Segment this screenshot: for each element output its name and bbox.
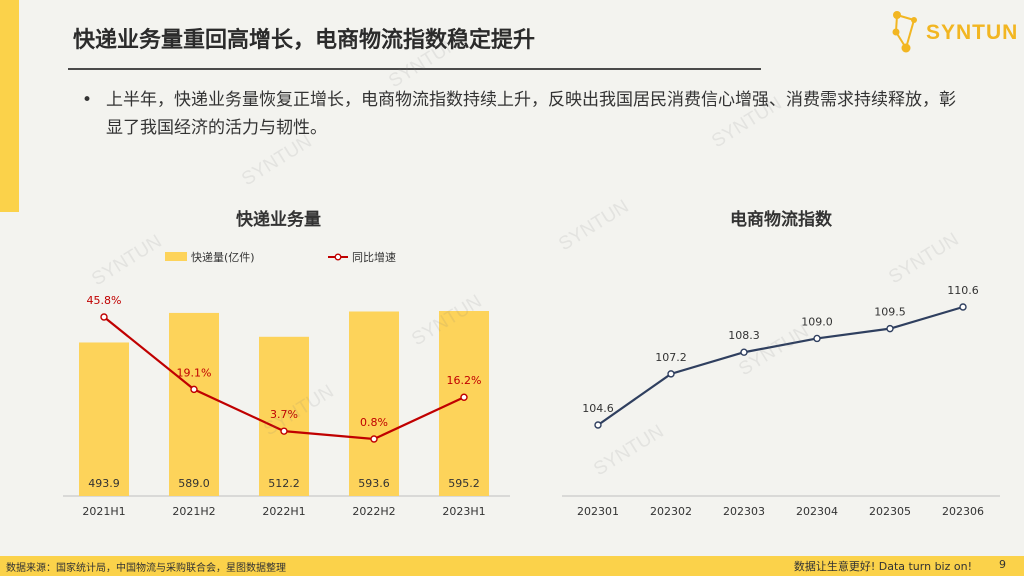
x-tick-label: 202304 (796, 505, 838, 518)
bar-value-label: 593.6 (358, 477, 390, 490)
legend-marker-growth (334, 253, 342, 261)
x-tick-label: 2021H1 (82, 505, 125, 518)
index-chart-title: 电商物流指数 (730, 210, 832, 230)
bar (259, 336, 309, 496)
x-tick-label: 202302 (650, 505, 692, 518)
bar-value-label: 595.2 (448, 477, 480, 490)
accent-bar (0, 0, 19, 212)
footer-bar: 数据来源：国家统计局，中国物流与采购联合会，星图数据整理 数据让生意更好! Da… (0, 556, 1024, 576)
growth-value-label: 19.1% (177, 366, 212, 379)
bar (169, 312, 219, 496)
growth-point (190, 385, 198, 394)
bar-value-label: 512.2 (268, 477, 300, 490)
logo-text: SYNTUN (926, 21, 1019, 44)
index-point (886, 324, 894, 333)
growth-value-label: 45.8% (87, 294, 122, 307)
page-title: 快递业务量重回高增长，电商物流指数稳定提升 (73, 28, 536, 53)
x-tick-label: 2023H1 (442, 505, 485, 518)
index-value-label: 104.6 (582, 402, 614, 415)
express-chart-title: 快递业务量 (236, 210, 321, 230)
legend-swatch-volume (165, 252, 187, 261)
x-tick-label: 2022H2 (352, 505, 395, 518)
index-point (740, 348, 748, 356)
x-tick-label: 202306 (942, 505, 984, 518)
x-tick-label: 202305 (869, 505, 911, 518)
index-value-label: 109.0 (801, 315, 833, 328)
bar-value-label: 589.0 (178, 477, 210, 490)
index-point (594, 421, 602, 429)
x-tick-label: 202303 (723, 505, 765, 518)
growth-point (370, 435, 378, 443)
bar (79, 342, 129, 496)
index-point (813, 334, 821, 343)
index-point (959, 303, 967, 311)
growth-point (100, 313, 108, 321)
bullet-text: 上半年，快递业务量恢复正增长，电商物流指数持续上升，反映出我国居民消费信心增强、… (106, 90, 956, 138)
bullet-marker: • (82, 90, 93, 110)
x-tick-label: 202301 (577, 505, 619, 518)
bar-value-label: 493.9 (88, 477, 120, 490)
growth-value-label: 3.7% (270, 408, 298, 421)
x-tick-label: 2021H2 (172, 505, 215, 518)
index-value-label: 107.2 (655, 351, 687, 364)
index-value-label: 110.6 (947, 284, 979, 297)
x-tick-label: 2022H1 (262, 505, 305, 518)
syntun-logo: SYNTUN (888, 10, 1017, 54)
legend-label-volume: 快递量(亿件) (191, 250, 255, 264)
index-point (667, 370, 675, 378)
growth-value-label: 16.2% (447, 374, 482, 387)
bar (349, 311, 399, 496)
title-divider (68, 68, 761, 70)
data-source: 数据来源：国家统计局，中国物流与采购联合会，星图数据整理 (6, 563, 286, 574)
legend-label-growth: 同比增速 (352, 250, 396, 264)
page-number: 9 (999, 558, 1006, 571)
footer-slogan: 数据让生意更好! Data turn biz on! (793, 560, 972, 573)
growth-point (280, 427, 288, 435)
bar (439, 311, 489, 496)
growth-point (460, 393, 468, 401)
index-line (597, 305, 964, 426)
growth-value-label: 0.8% (360, 416, 388, 429)
logo-network-icon (892, 11, 917, 53)
index-value-label: 109.5 (874, 306, 906, 319)
index-value-label: 108.3 (728, 329, 760, 342)
